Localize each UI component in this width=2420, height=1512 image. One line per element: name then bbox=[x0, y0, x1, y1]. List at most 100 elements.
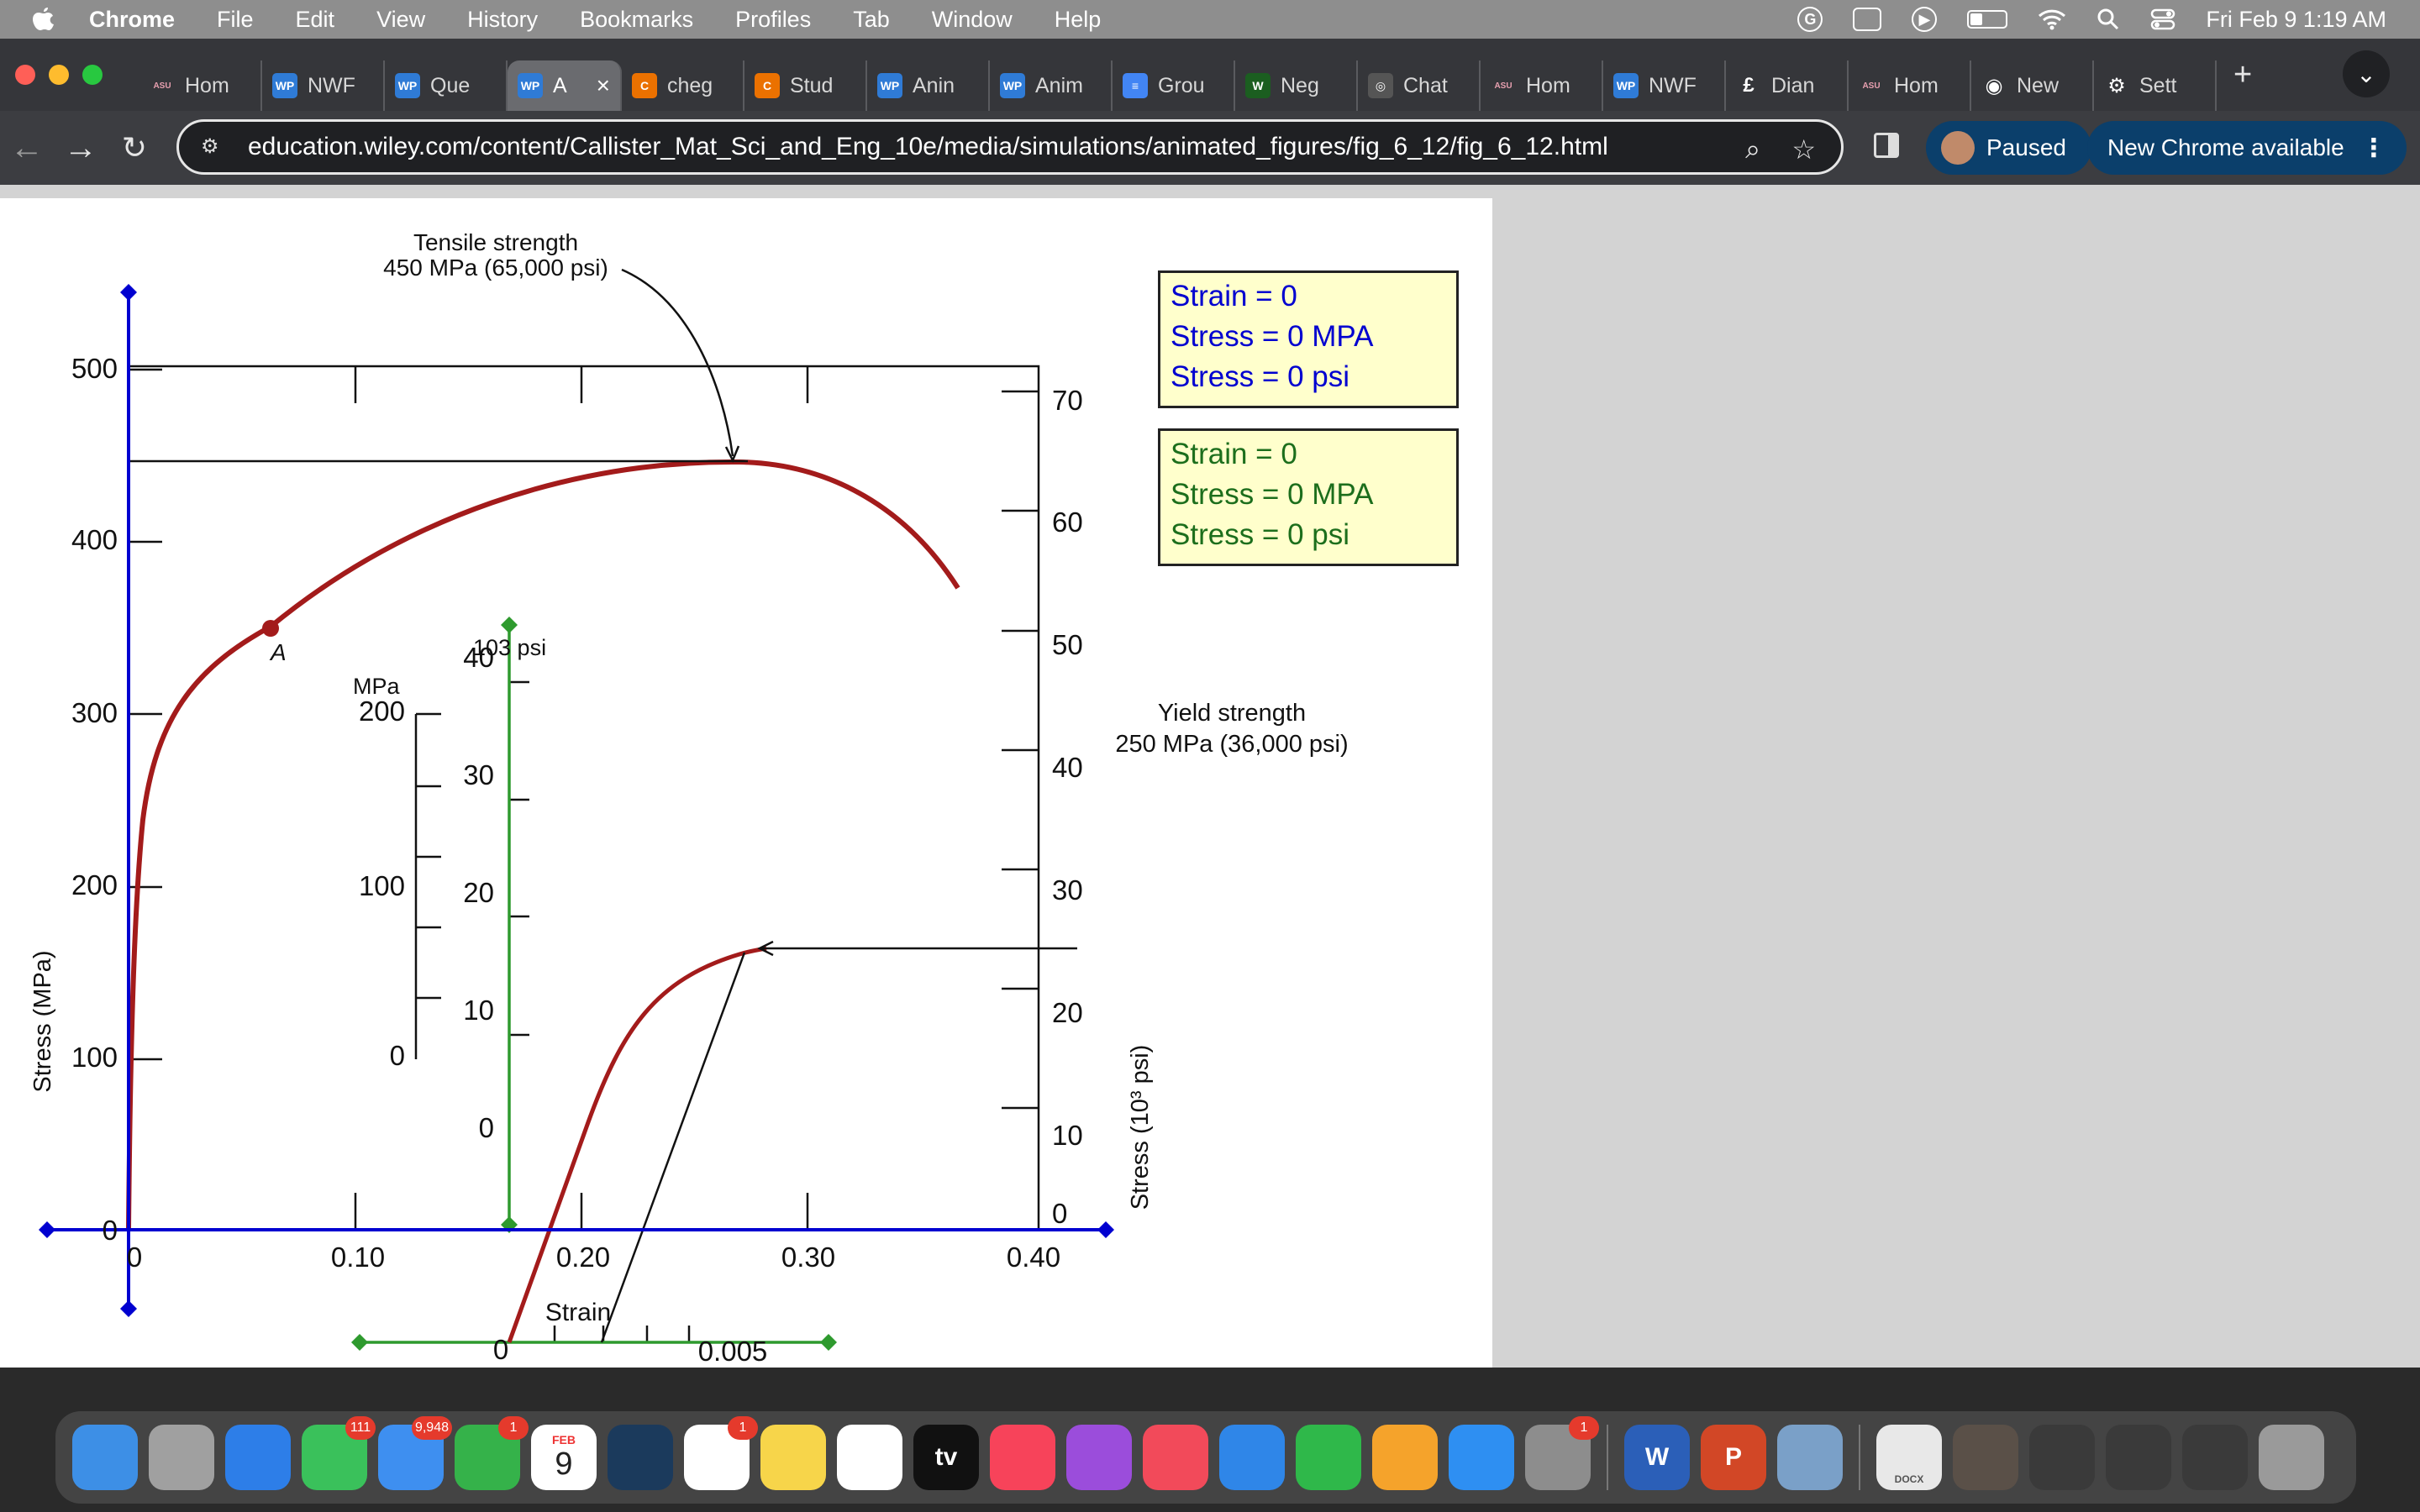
address-bar[interactable]: ⚙ education.wiley.com/content/Callister_… bbox=[176, 119, 1844, 175]
chrome-icon[interactable] bbox=[837, 1425, 902, 1490]
zoom-window-button[interactable] bbox=[82, 65, 103, 85]
tab[interactable]: ◎ Chat bbox=[1358, 60, 1481, 111]
menu-window[interactable]: Window bbox=[931, 6, 1013, 32]
y-right-tick: 60 bbox=[1052, 507, 1083, 538]
zoom-icon[interactable]: ⌕ bbox=[1745, 134, 1760, 164]
wp-icon: WP bbox=[877, 73, 902, 98]
tab[interactable]: WP Que bbox=[385, 60, 508, 111]
minimize-window-button[interactable] bbox=[49, 65, 69, 85]
window-thumbnail-icon[interactable] bbox=[2029, 1425, 2095, 1490]
axis-handle-bottom-icon[interactable] bbox=[120, 1300, 137, 1317]
tab[interactable]: ⚙ Sett bbox=[2094, 60, 2217, 111]
news-icon[interactable] bbox=[1143, 1425, 1208, 1490]
menu-file[interactable]: File bbox=[217, 6, 254, 32]
back-button[interactable]: ← bbox=[10, 129, 44, 166]
tab[interactable]: ASU Hom bbox=[1481, 60, 1603, 111]
tensile-label-1: Tensile strength bbox=[413, 229, 578, 255]
window-thumbnail-icon[interactable] bbox=[2182, 1425, 2248, 1490]
word-icon[interactable]: W bbox=[1624, 1425, 1690, 1490]
tab[interactable]: WP Anin bbox=[867, 60, 990, 111]
wifi-icon[interactable] bbox=[2038, 8, 2066, 30]
profile-button[interactable]: Paused bbox=[1926, 121, 2091, 175]
bookmark-star-icon[interactable]: ☆ bbox=[1791, 134, 1816, 165]
safari-icon[interactable] bbox=[225, 1425, 291, 1490]
facetime-icon[interactable]: 1 bbox=[455, 1416, 529, 1490]
update-chrome-button[interactable]: New Chrome available ⋮ bbox=[2087, 121, 2407, 175]
close-tab-icon[interactable]: × bbox=[596, 72, 610, 98]
appletv-icon[interactable]: tv bbox=[913, 1425, 979, 1490]
tab-search-button[interactable]: ⌄ bbox=[2343, 50, 2390, 97]
appstore-icon[interactable] bbox=[1449, 1425, 1514, 1490]
notes-icon[interactable] bbox=[760, 1425, 826, 1490]
clock[interactable]: Fri Feb 9 1:19 AM bbox=[2206, 6, 2386, 32]
play-icon[interactable]: ▶ bbox=[1912, 7, 1938, 32]
keynote-icon[interactable] bbox=[1219, 1425, 1285, 1490]
apple-icon[interactable] bbox=[32, 7, 55, 32]
finder-icon[interactable] bbox=[72, 1425, 138, 1490]
document-icon[interactable]: DOCX bbox=[1876, 1425, 1942, 1490]
grammarly-icon[interactable]: G bbox=[1797, 7, 1823, 32]
menu-app-name[interactable]: Chrome bbox=[89, 6, 176, 32]
screen-mirroring-icon[interactable] bbox=[1853, 8, 1882, 31]
tab[interactable]: ≡ Grou bbox=[1113, 60, 1235, 111]
axis-handle-top-icon[interactable] bbox=[120, 284, 137, 301]
tab[interactable]: WP NWF bbox=[262, 60, 385, 111]
control-center-icon[interactable] bbox=[2150, 8, 2175, 31]
battery-icon[interactable] bbox=[1967, 10, 2008, 29]
launchpad-icon[interactable] bbox=[149, 1425, 214, 1490]
point-a-marker[interactable] bbox=[262, 620, 279, 637]
powerpoint-icon[interactable]: P bbox=[1701, 1425, 1766, 1490]
menu-edit[interactable]: Edit bbox=[295, 6, 335, 32]
music-icon[interactable] bbox=[990, 1425, 1055, 1490]
spotlight-search-icon[interactable] bbox=[2096, 8, 2120, 31]
steam-icon[interactable] bbox=[608, 1425, 673, 1490]
preview-icon[interactable] bbox=[1777, 1425, 1843, 1490]
reminders-icon[interactable]: 1 bbox=[684, 1416, 758, 1490]
calendar-icon[interactable]: FEB 9 bbox=[531, 1425, 597, 1490]
mail-icon[interactable]: 9,948 bbox=[378, 1416, 452, 1490]
trash-icon[interactable] bbox=[2259, 1425, 2324, 1490]
menu-profiles[interactable]: Profiles bbox=[735, 6, 812, 32]
inset-axis-handle-top-icon[interactable] bbox=[501, 617, 518, 633]
podcasts-icon[interactable] bbox=[1066, 1425, 1132, 1490]
site-info-icon[interactable]: ⚙ bbox=[201, 135, 219, 158]
tab[interactable]: £ Dian bbox=[1726, 60, 1849, 111]
menu-history[interactable]: History bbox=[467, 6, 539, 32]
inset-mpa-tick-200: 200 bbox=[359, 696, 405, 727]
system-settings-icon[interactable]: 1 bbox=[1525, 1416, 1599, 1490]
readout-box-blue: Strain = 0 Stress = 0 MPA Stress = 0 psi bbox=[1158, 270, 1459, 408]
menu-bar: Chrome File Edit View History Bookmarks … bbox=[0, 0, 2420, 39]
tab[interactable]: ◉ New bbox=[1971, 60, 2094, 111]
tab[interactable]: WP NWF bbox=[1603, 60, 1726, 111]
tab[interactable]: ASU Hom bbox=[1849, 60, 1971, 111]
tab[interactable]: C Stud bbox=[744, 60, 867, 111]
tab[interactable]: W Neg bbox=[1235, 60, 1358, 111]
inset-psi-tick-30: 30 bbox=[463, 759, 494, 790]
forward-button[interactable]: → bbox=[64, 129, 97, 166]
url-text[interactable]: education.wiley.com/content/Callister_Ma… bbox=[248, 133, 1608, 160]
more-menu-icon[interactable]: ⋮ bbox=[2360, 134, 2386, 162]
axis-handle-right-icon[interactable] bbox=[1097, 1221, 1114, 1238]
new-tab-button[interactable]: + bbox=[2233, 56, 2253, 92]
messages-icon[interactable]: 111 bbox=[302, 1416, 376, 1490]
tab[interactable]: WP Anim bbox=[990, 60, 1113, 111]
axis-handle-left-icon[interactable] bbox=[39, 1221, 55, 1238]
menu-bookmarks[interactable]: Bookmarks bbox=[580, 6, 694, 32]
close-window-button[interactable] bbox=[15, 65, 35, 85]
image-thumbnail-icon[interactable] bbox=[1953, 1425, 2018, 1490]
reload-button[interactable]: ↻ bbox=[121, 130, 148, 165]
inset-axis-handle-right-icon[interactable] bbox=[820, 1334, 837, 1351]
window-thumbnail-icon[interactable] bbox=[2106, 1425, 2171, 1490]
numbers-icon[interactable] bbox=[1296, 1425, 1361, 1490]
menu-view[interactable]: View bbox=[376, 6, 426, 32]
menu-tab[interactable]: Tab bbox=[853, 6, 890, 32]
inset-axis-handle-left-icon[interactable] bbox=[351, 1334, 368, 1351]
tab[interactable]: ASU Hom bbox=[139, 60, 262, 111]
tab[interactable]: WP A × bbox=[508, 60, 622, 111]
pages-icon[interactable] bbox=[1372, 1425, 1438, 1490]
menu-help[interactable]: Help bbox=[1054, 6, 1102, 32]
side-panel-icon[interactable] bbox=[1874, 133, 1899, 158]
notification-badge: 1 bbox=[728, 1416, 758, 1440]
